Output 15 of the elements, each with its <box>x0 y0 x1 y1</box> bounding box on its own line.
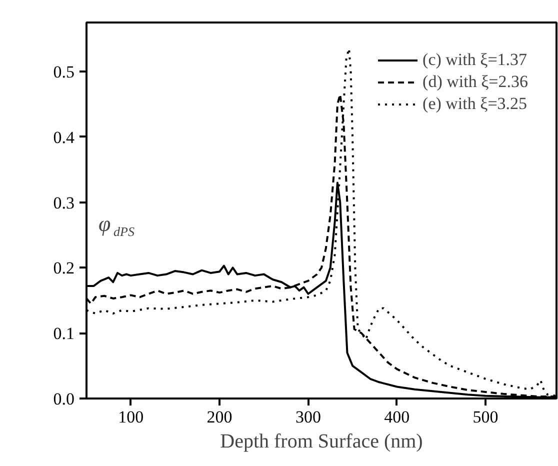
y-tick-label: 0.1 <box>53 324 74 344</box>
y-tick-label: 0.0 <box>53 390 74 408</box>
x-tick-label: 300 <box>295 408 321 426</box>
x-tick-label: 500 <box>472 408 498 426</box>
x-axis-title: Depth from Surface (nm) <box>220 430 423 452</box>
legend-label: (d) with ξ=2.36 <box>422 72 528 92</box>
y-tick-label: 0.2 <box>53 258 74 278</box>
x-tick-label: 400 <box>384 408 410 426</box>
y-tick-label: 0.3 <box>53 193 74 212</box>
y-tick-label: 0.4 <box>53 128 75 147</box>
x-tick-label: 200 <box>206 408 232 426</box>
y-tick-label: 0.5 <box>53 62 74 82</box>
legend-label: (e) with ξ=3.25 <box>422 94 528 114</box>
legend-label: (c) with ξ=1.37 <box>422 50 528 70</box>
x-tick-label: 100 <box>118 408 144 426</box>
